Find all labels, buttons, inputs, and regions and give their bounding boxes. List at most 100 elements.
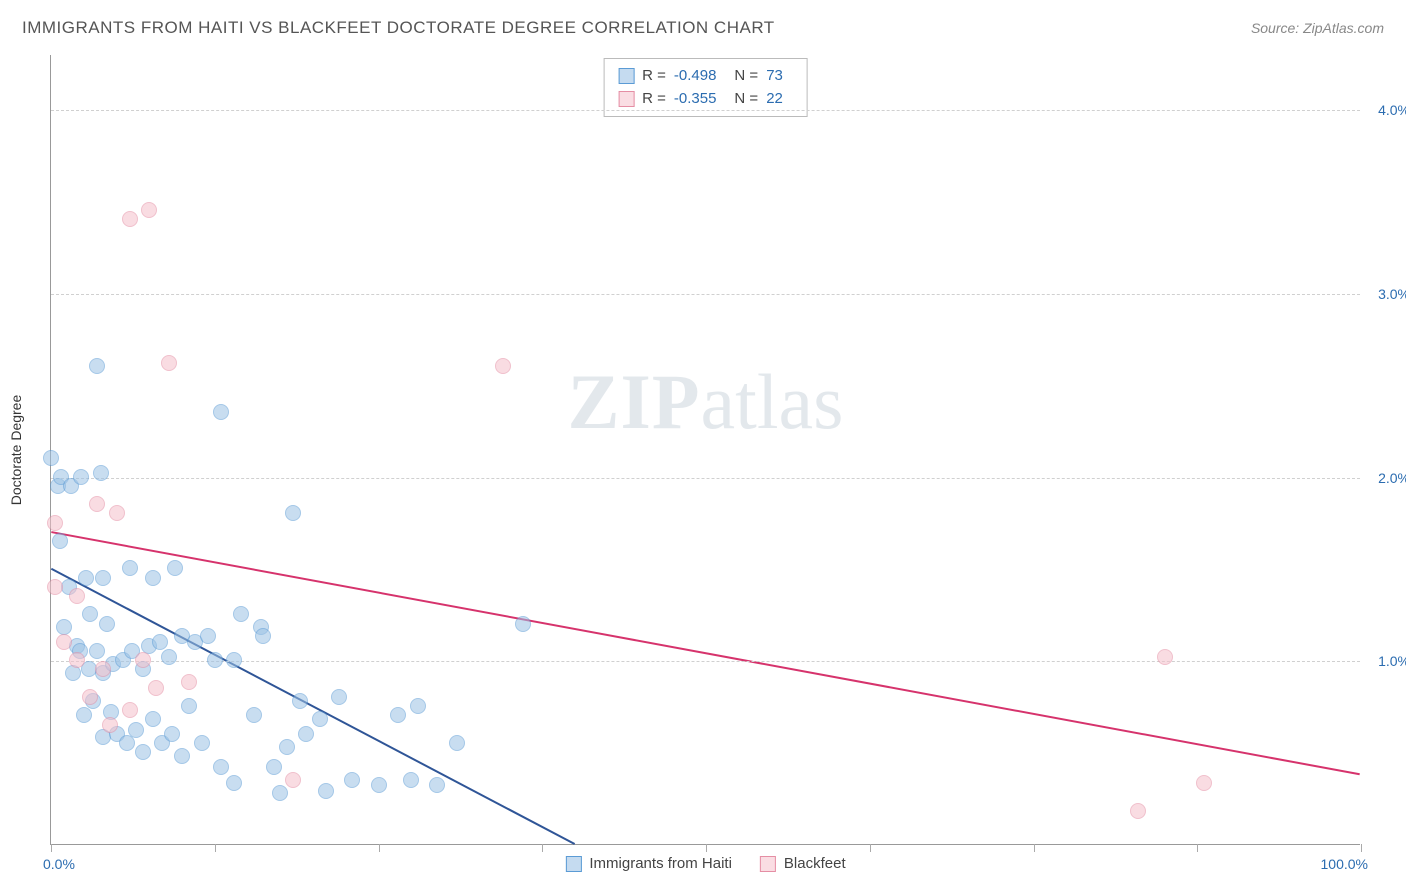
scatter-point [89,643,105,659]
scatter-point [161,649,177,665]
scatter-point [331,689,347,705]
scatter-point [298,726,314,742]
y-tick-label: 4.0% [1365,102,1406,118]
scatter-point [194,735,210,751]
scatter-point [141,202,157,218]
scatter-point [1157,649,1173,665]
scatter-point [410,698,426,714]
stat-r-label: R = [642,88,666,111]
x-tick [51,844,52,852]
scatter-point [181,698,197,714]
scatter-point [207,652,223,668]
scatter-point [152,634,168,650]
scatter-point [56,634,72,650]
scatter-point [371,777,387,793]
scatter-point [200,628,216,644]
series-swatch [618,68,634,84]
scatter-point [135,744,151,760]
gridline [51,110,1360,111]
scatter-point [1130,803,1146,819]
scatter-point [285,505,301,521]
scatter-point [47,579,63,595]
scatter-point [279,739,295,755]
scatter-point [226,652,242,668]
scatter-point [515,616,531,632]
scatter-point [109,505,125,521]
x-tick [379,844,380,852]
scatter-point [213,759,229,775]
scatter-point [47,515,63,531]
scatter-point [69,652,85,668]
scatter-point [145,711,161,727]
y-axis-title: Doctorate Degree [8,394,24,505]
scatter-point [233,606,249,622]
scatter-point [266,759,282,775]
scatter-point [78,570,94,586]
scatter-point [145,570,161,586]
scatter-point [181,674,197,690]
scatter-point [255,628,271,644]
y-tick-label: 2.0% [1365,470,1406,486]
stat-n-value: 73 [766,65,783,88]
scatter-point [449,735,465,751]
chart-header: IMMIGRANTS FROM HAITI VS BLACKFEET DOCTO… [22,18,1384,38]
scatter-point [43,450,59,466]
scatter-point [122,560,138,576]
stats-row: R = -0.498 N = 73 [618,65,793,88]
scatter-point [122,702,138,718]
scatter-point [1196,775,1212,791]
trend-lines-layer [51,55,1360,844]
scatter-point [135,652,151,668]
stat-n-label: N = [734,88,758,111]
scatter-point [69,588,85,604]
legend-label: Blackfeet [784,855,846,872]
scatter-point [161,355,177,371]
scatter-point [76,707,92,723]
scatter-point [73,469,89,485]
x-tick [706,844,707,852]
stats-row: R = -0.355 N = 22 [618,88,793,111]
scatter-point [52,533,68,549]
gridline [51,478,1360,479]
scatter-point [285,772,301,788]
scatter-point [429,777,445,793]
plot-area: Doctorate Degree ZIPatlas R =-0.498N =73… [50,55,1360,845]
scatter-point [403,772,419,788]
scatter-point [82,606,98,622]
legend-item: Blackfeet [760,855,846,872]
scatter-point [167,560,183,576]
scatter-point [99,616,115,632]
scatter-point [95,661,111,677]
scatter-point [89,358,105,374]
series-swatch [618,91,634,107]
scatter-point [246,707,262,723]
stat-n-label: N = [734,65,758,88]
scatter-point [164,726,180,742]
x-axis-max-label: 100.0% [1321,856,1368,872]
legend-swatch [565,856,581,872]
scatter-point [318,783,334,799]
x-tick [1361,844,1362,852]
scatter-point [344,772,360,788]
stat-r-value: -0.498 [674,65,717,88]
stat-r-value: -0.355 [674,88,717,111]
correlation-stats-box: R = -0.498 N = 73 R = -0.355 N = 22 [603,58,808,117]
x-tick [1197,844,1198,852]
x-axis-min-label: 0.0% [43,856,75,872]
chart-title: IMMIGRANTS FROM HAITI VS BLACKFEET DOCTO… [22,18,775,38]
source-attribution: Source: ZipAtlas.com [1251,20,1384,36]
stat-r-label: R = [642,65,666,88]
scatter-point [122,211,138,227]
scatter-point [89,496,105,512]
bottom-legend: Immigrants from Haiti Blackfeet [565,855,845,872]
scatter-point [312,711,328,727]
legend-item: Immigrants from Haiti [565,855,732,872]
scatter-point [56,619,72,635]
gridline [51,294,1360,295]
scatter-point [102,717,118,733]
stat-n-value: 22 [766,88,783,111]
y-tick-label: 3.0% [1365,286,1406,302]
scatter-point [226,775,242,791]
scatter-point [95,570,111,586]
scatter-point [82,689,98,705]
